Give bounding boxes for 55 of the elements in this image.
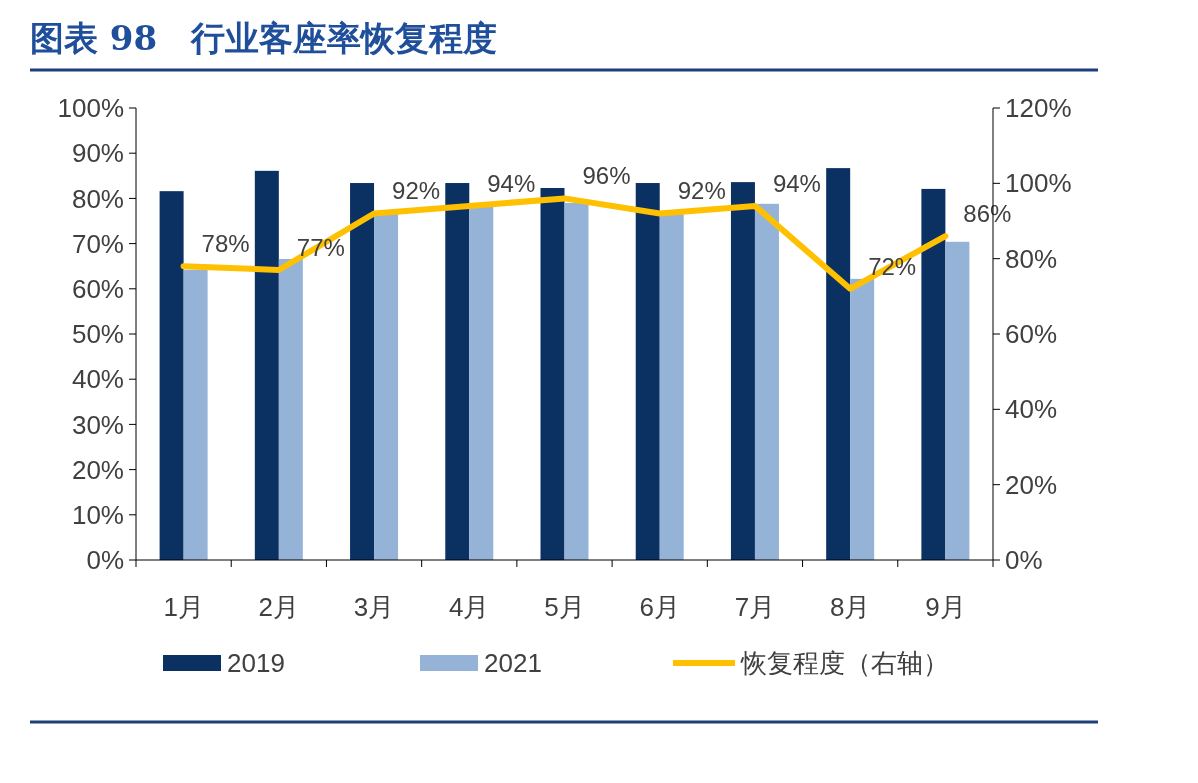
bar [350, 183, 375, 560]
legend-label: 2019 [227, 648, 285, 679]
data-label: 96% [582, 162, 631, 190]
y-tick-label: 80% [71, 183, 124, 214]
x-tick-label: 5月 [544, 592, 585, 622]
y2-tick-label: 120% [1005, 93, 1072, 124]
y2-tick-label: 0% [1005, 545, 1043, 576]
bar [159, 191, 184, 560]
bar [730, 182, 755, 560]
y2-tick-label: 40% [1005, 394, 1058, 425]
chart-title: 图表 98 行业客座率恢复程度 [30, 18, 498, 58]
x-tick-label: 1月 [163, 592, 204, 622]
y2-tick-label: 100% [1005, 168, 1072, 199]
bar [183, 269, 208, 560]
bar [754, 203, 779, 560]
bar [826, 168, 851, 560]
bar [564, 202, 589, 560]
data-label: 94% [772, 169, 821, 197]
x-tick-label: 9月 [925, 592, 966, 622]
bar [945, 241, 970, 560]
bar [278, 258, 303, 560]
data-label: 92% [677, 177, 726, 205]
bar [374, 212, 399, 560]
y-tick-label: 90% [71, 138, 124, 169]
y-tick-label: 70% [71, 228, 124, 259]
x-tick-label: 6月 [639, 592, 680, 622]
data-label: 94% [487, 169, 536, 197]
y-tick-label: 50% [71, 319, 124, 350]
y-tick-label: 10% [71, 499, 124, 530]
y2-tick-label: 80% [1005, 243, 1058, 274]
bar [921, 188, 946, 560]
y-tick-label: 0% [86, 545, 124, 576]
bar [635, 183, 660, 560]
legend-label: 恢复程度（右轴） [740, 648, 949, 679]
y2-tick-label: 20% [1005, 469, 1058, 500]
bar [540, 188, 565, 560]
y-tick-label: 20% [71, 454, 124, 485]
bar [659, 212, 684, 560]
bar [254, 170, 279, 560]
bar [469, 205, 494, 560]
data-label: 78% [201, 230, 250, 258]
y-tick-label: 30% [71, 409, 124, 440]
data-label: 92% [392, 177, 441, 205]
x-tick-label: 3月 [353, 592, 395, 622]
x-tick-label: 4月 [449, 592, 490, 622]
x-tick-label: 7月 [734, 592, 776, 622]
bar [445, 183, 470, 560]
y-tick-label: 60% [71, 273, 124, 304]
x-tick-label: 2月 [258, 592, 300, 622]
x-tick-label: 8月 [829, 592, 871, 622]
y2-tick-label: 60% [1005, 319, 1058, 350]
y-tick-label: 40% [71, 364, 124, 395]
bar [850, 278, 875, 560]
y-tick-label: 100% [57, 93, 124, 124]
legend-label: 2021 [484, 648, 542, 679]
